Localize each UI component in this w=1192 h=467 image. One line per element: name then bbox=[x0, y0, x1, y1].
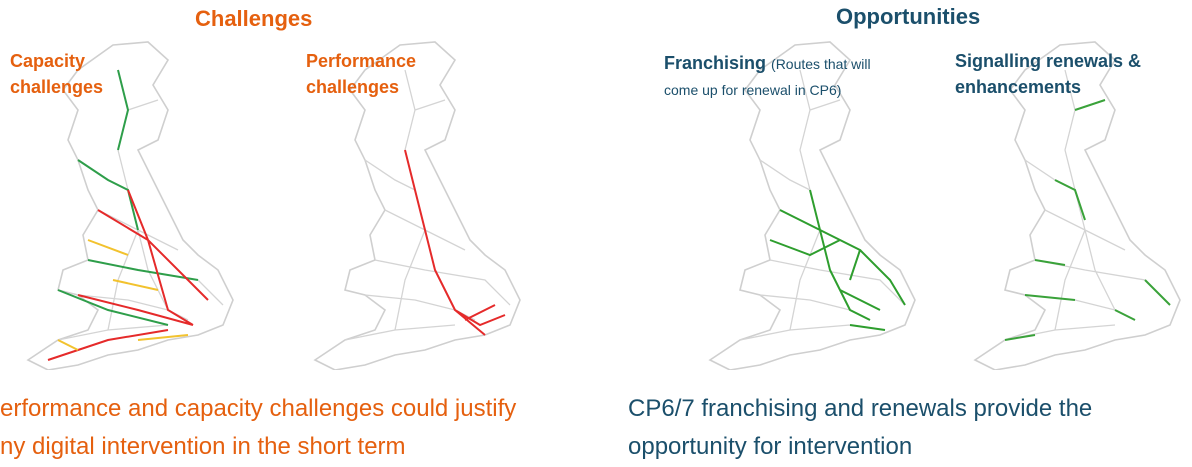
caption-line: ny digital intervention in the short ter… bbox=[0, 433, 406, 460]
caption-line: CP6/7 franchising and renewals provide t… bbox=[628, 395, 1093, 422]
caption: CP6/7 franchising and renewals provide t… bbox=[628, 390, 1092, 466]
map bbox=[709, 41, 916, 370]
caption: erformance and capacity challenges could… bbox=[0, 390, 516, 466]
map-label: Capacity challenges bbox=[10, 48, 103, 100]
section-title: Challenges bbox=[195, 6, 313, 31]
map bbox=[314, 41, 521, 370]
map bbox=[27, 41, 234, 370]
map-label: Franchising (Routes that will come up fo… bbox=[664, 50, 871, 103]
label-line: challenges bbox=[306, 77, 400, 97]
label-line: challenges bbox=[10, 77, 104, 97]
label-line: Performance bbox=[306, 51, 417, 71]
caption-line: opportunity for intervention bbox=[628, 433, 913, 460]
map-label: Performance challenges bbox=[306, 48, 416, 100]
label-bold: Franchising bbox=[664, 53, 767, 73]
section-title: Opportunities bbox=[836, 4, 981, 29]
label-text: come up for renewal in CP6) bbox=[664, 82, 842, 98]
map-label: Signalling renewals & enhancements bbox=[955, 48, 1141, 100]
label-line: Signalling renewals & bbox=[955, 51, 1142, 71]
label-line: enhancements bbox=[955, 77, 1082, 97]
label-text: (Routes that will bbox=[771, 56, 871, 72]
map bbox=[974, 41, 1181, 370]
caption-line: erformance and capacity challenges could… bbox=[0, 395, 517, 422]
label-line: Capacity bbox=[10, 51, 86, 71]
